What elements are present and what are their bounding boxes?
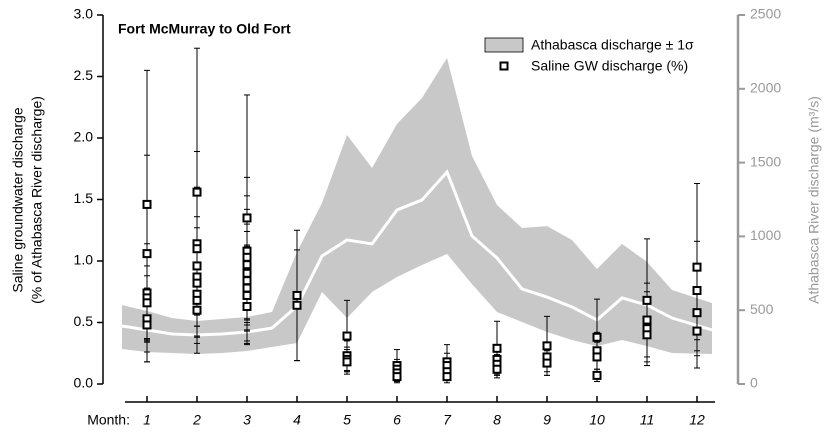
data-point xyxy=(692,262,702,272)
x-tick-label: 8 xyxy=(493,412,501,428)
data-point xyxy=(492,364,502,374)
y-tick-label: 0.0 xyxy=(74,375,94,391)
y2-tick-label: 0 xyxy=(750,375,758,391)
data-point xyxy=(542,341,552,351)
data-point xyxy=(242,283,252,293)
y-tick-label: 3.0 xyxy=(74,6,94,22)
data-point xyxy=(342,331,352,341)
mean-line xyxy=(121,169,713,337)
y-axis-label: Saline groundwater discharge xyxy=(10,107,26,292)
y2-tick-label: 1000 xyxy=(750,227,781,243)
chart-title: Fort McMurray to Old Fort xyxy=(118,21,291,37)
x-tick-label: 10 xyxy=(589,412,605,428)
data-point xyxy=(192,305,202,315)
y2-tick-label: 500 xyxy=(750,301,774,317)
data-point xyxy=(692,326,702,336)
legend-marker xyxy=(499,61,509,71)
x-tick-label: 9 xyxy=(543,412,551,428)
x-tick-label: 1 xyxy=(143,412,151,428)
x-tick-label: 12 xyxy=(689,412,705,428)
y2-tick-label: 1500 xyxy=(750,153,781,169)
data-point xyxy=(642,330,652,340)
data-point xyxy=(442,372,452,382)
x-tick-label: 11 xyxy=(640,412,655,428)
data-point xyxy=(542,358,552,368)
data-point xyxy=(242,276,252,286)
data-point xyxy=(242,290,252,300)
data-point xyxy=(242,302,252,312)
data-point xyxy=(242,252,252,262)
x-tick-label: 5 xyxy=(343,412,351,428)
data-point xyxy=(292,290,302,300)
band-area xyxy=(122,57,712,355)
x-axis-label: Month: xyxy=(87,412,130,428)
y-tick-label: 2.5 xyxy=(74,67,94,83)
data-point xyxy=(692,308,702,318)
data-point xyxy=(192,295,202,305)
data-point xyxy=(292,300,302,310)
data-point xyxy=(142,298,152,308)
data-point xyxy=(142,199,152,209)
data-point xyxy=(142,320,152,330)
data-point xyxy=(242,268,252,278)
y-tick-label: 0.5 xyxy=(74,313,94,329)
data-point xyxy=(642,295,652,305)
data-point xyxy=(692,286,702,296)
data-point xyxy=(642,315,652,325)
data-point xyxy=(192,278,202,288)
y2-tick-label: 2500 xyxy=(750,6,781,22)
legend-swatch xyxy=(484,37,524,53)
legend-label: Athabasca discharge ± 1σ xyxy=(531,37,694,53)
x-tick-label: 7 xyxy=(443,412,452,428)
legend-label: Saline GW discharge (%) xyxy=(531,58,688,74)
data-point xyxy=(592,352,602,362)
y-axis-label: (% of Athabasca River discharge) xyxy=(29,96,45,304)
y2-axis-label: Athabasca River discharge (m³/s) xyxy=(806,96,822,304)
data-point xyxy=(142,249,152,259)
y-tick-label: 1.0 xyxy=(74,252,94,268)
data-point xyxy=(492,343,502,353)
data-point xyxy=(342,357,352,367)
data-point xyxy=(242,213,252,223)
y-tick-label: 1.5 xyxy=(74,190,94,206)
x-tick-label: 3 xyxy=(243,412,251,428)
data-point xyxy=(592,370,602,380)
y2-tick-label: 2000 xyxy=(750,80,781,96)
data-point xyxy=(392,372,402,382)
data-point xyxy=(192,244,202,254)
x-tick-label: 4 xyxy=(293,412,301,428)
x-tick-label: 2 xyxy=(192,412,201,428)
data-point xyxy=(242,260,252,270)
y-tick-label: 2.0 xyxy=(74,129,94,145)
data-point xyxy=(192,261,202,271)
x-tick-label: 6 xyxy=(393,412,401,428)
data-point xyxy=(592,332,602,342)
data-point xyxy=(192,187,202,197)
